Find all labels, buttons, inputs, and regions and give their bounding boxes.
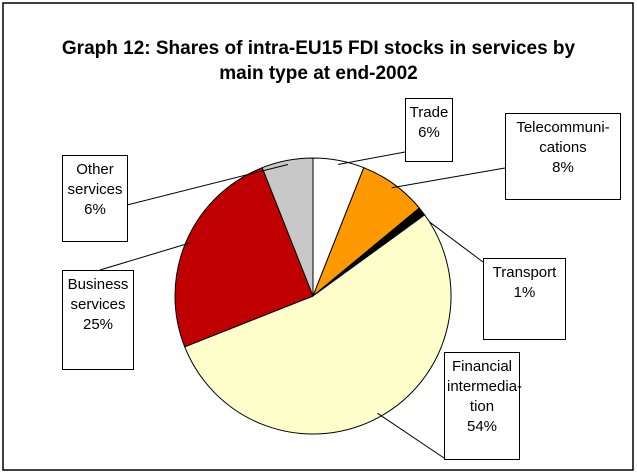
slice-label: Financial intermedia- tion 54% (444, 352, 523, 460)
value-label: 25% (82, 316, 114, 333)
value-label: 8% (552, 159, 574, 176)
leader-line (377, 412, 445, 459)
slice-label: Business services 25% (62, 270, 134, 370)
category-label: Other services (67, 161, 123, 198)
value-label: 1% (513, 284, 536, 301)
value-label: 6% (418, 124, 440, 141)
value-label: 6% (84, 201, 106, 218)
slice-label: Transport 1% (483, 258, 566, 340)
pie-slice (261, 157, 314, 297)
category-label: Telecommuni- cations (516, 119, 610, 156)
category-label: Financial intermedia- tion (447, 358, 523, 415)
category-label: Trade (409, 104, 449, 121)
category-label: Transport (492, 264, 557, 281)
slice-label: Trade 6% (405, 98, 453, 162)
value-label: 54% (466, 418, 498, 435)
leader-line (99, 242, 191, 271)
slice-label: Other services 6% (62, 155, 128, 242)
leader-line (337, 151, 406, 166)
pie-slice (184, 214, 452, 435)
category-label: Business services (67, 276, 129, 313)
leader-line (126, 164, 289, 206)
chart-title: Graph 12: Shares of intra-EU15 FDI stock… (61, 38, 576, 84)
slice-label: Telecommuni- cations 8% (505, 113, 621, 200)
pie-slice (174, 167, 314, 348)
leader-line (391, 167, 506, 189)
